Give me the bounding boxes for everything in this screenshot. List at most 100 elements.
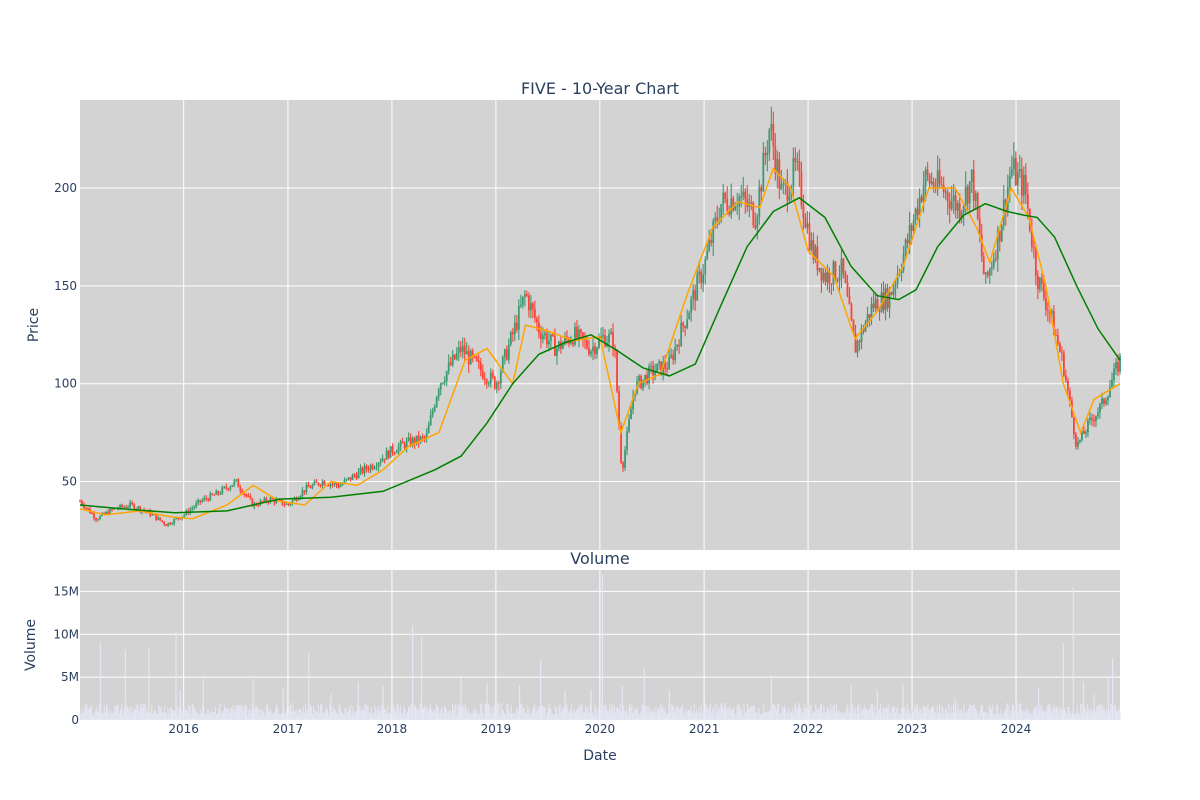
volume-bar: [601, 702, 603, 720]
volume-bar: [508, 708, 510, 720]
volume-bar: [940, 713, 942, 720]
price-candles: [79, 106, 1121, 527]
volume-bar: [866, 708, 868, 720]
candle-body: [952, 195, 955, 201]
volume-bar: [701, 713, 703, 720]
volume-bar: [325, 707, 327, 720]
candle-body: [666, 368, 669, 370]
volume-bar: [464, 704, 466, 720]
volume-bar: [1041, 711, 1043, 720]
volume-bar: [244, 704, 246, 720]
volume-bar: [91, 704, 93, 720]
volume-bar: [360, 710, 362, 720]
volume-bar: [229, 713, 231, 720]
candle-body: [365, 465, 368, 470]
candle-body: [810, 240, 813, 250]
volume-bar: [1076, 705, 1078, 720]
candle-body: [361, 467, 364, 474]
volume-bar: [729, 706, 731, 720]
volume-bar: [303, 713, 305, 720]
candle-body: [780, 184, 783, 189]
volume-bar: [1065, 711, 1067, 720]
volume-bar: [403, 705, 405, 720]
candle-body: [251, 498, 254, 507]
volume-bar: [903, 706, 905, 720]
volume-bar: [631, 702, 633, 720]
volume-bar: [266, 703, 268, 720]
volume-bar: [742, 714, 744, 720]
candle-body: [804, 217, 807, 228]
volume-bar: [550, 708, 552, 720]
candle-body: [896, 274, 899, 284]
volume-bar: [337, 714, 339, 720]
candle-body: [648, 366, 650, 384]
volume-bar: [823, 705, 825, 720]
volume-bar: [839, 713, 841, 720]
candle-body: [195, 503, 198, 507]
volume-bar: [821, 703, 823, 720]
candle-body: [199, 500, 202, 502]
volume-bar: [891, 707, 893, 720]
candle-body: [966, 186, 969, 204]
volume-bar: [837, 711, 839, 720]
candle-body: [203, 497, 206, 501]
volume-bar: [306, 710, 308, 720]
candle-body: [1113, 368, 1115, 380]
volume-bar: [108, 713, 110, 720]
volume-bar: [324, 710, 326, 720]
candle-body: [249, 496, 252, 499]
volume-bar: [988, 705, 990, 720]
candle-body: [758, 187, 761, 217]
candle-body: [658, 361, 661, 364]
volume-bar: [168, 713, 170, 720]
volume-bar: [653, 712, 655, 720]
volume-bar: [716, 712, 718, 720]
volume-bar: [1084, 707, 1086, 720]
candle-body: [564, 336, 566, 344]
volume-bar: [1051, 712, 1053, 720]
volume-bar: [425, 708, 427, 720]
price-axis-ticks: 50 100 150 200: [54, 181, 77, 488]
candle-body: [279, 499, 282, 501]
volume-bar: [529, 714, 531, 720]
volume-bar: [939, 704, 941, 720]
candle-body: [956, 203, 959, 211]
candle-body: [702, 274, 705, 284]
candle-body: [920, 196, 923, 202]
volume-bar: [841, 711, 843, 720]
candle-body: [93, 513, 95, 519]
volume-bar: [329, 702, 331, 720]
volume-bar: [1046, 706, 1048, 720]
candle-body: [217, 490, 220, 494]
candle-body: [688, 312, 691, 320]
volume-bar: [777, 703, 779, 720]
volume-bar: [536, 710, 538, 720]
candle-body: [574, 326, 576, 345]
volume-bar: [897, 707, 899, 720]
volume-bar: [170, 707, 172, 720]
volume-bar: [593, 714, 595, 720]
volume-bar: [935, 713, 937, 720]
volume-bar: [293, 711, 295, 720]
volume-bar: [139, 703, 141, 720]
candle-body: [445, 371, 448, 382]
volume-bar: [731, 708, 733, 720]
volume-bar: [1079, 714, 1081, 720]
volume-bar: [453, 709, 455, 720]
volume-bar: [671, 704, 673, 720]
volume-bar: [484, 705, 486, 720]
candle-body: [974, 193, 977, 201]
volume-bar: [807, 704, 809, 720]
candle-body: [107, 511, 109, 515]
volume-bar: [426, 706, 428, 720]
volume-bar: [224, 705, 226, 720]
volume-bar: [129, 706, 131, 720]
volume-bar: [477, 714, 479, 720]
volume-bar: [345, 707, 347, 720]
candle-body: [339, 485, 342, 488]
volume-bar: [711, 712, 713, 720]
candle-body: [535, 318, 538, 323]
volume-bar: [270, 709, 272, 720]
volume-bar: [336, 712, 338, 720]
candle-body: [644, 374, 646, 380]
